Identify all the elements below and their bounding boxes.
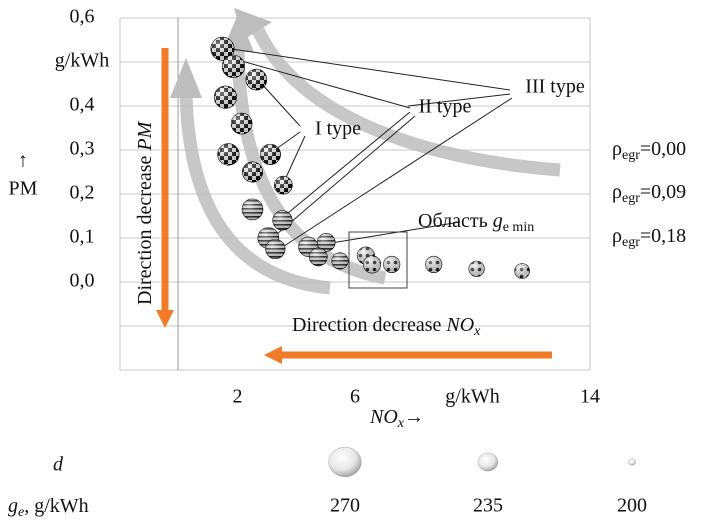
size-legend-sphere: [328, 446, 362, 478]
x-tick-label: g/kWh: [445, 386, 499, 408]
bubble-shade: [241, 198, 263, 220]
orange-arrows: [156, 48, 552, 364]
text-part: Область: [418, 210, 493, 232]
annotation: II type: [419, 96, 472, 118]
size-legend-sphere: [628, 458, 636, 466]
legend-entry: ρegr=0,00: [612, 138, 686, 164]
annotation: I type: [315, 118, 361, 140]
y-tick-label: 0,4: [70, 94, 95, 116]
bubble-shade: [214, 85, 237, 109]
gray-arrowhead: [234, 8, 272, 40]
bubble-shade: [265, 239, 286, 259]
leader: [277, 97, 513, 251]
x-tick-label: 14: [580, 386, 600, 408]
orange-arrowhead: [156, 310, 174, 328]
text-part: , g/kWh: [24, 495, 88, 517]
annotation: Область ge min: [418, 210, 534, 236]
gray-arrowhead: [170, 58, 202, 98]
bubble-shade: [383, 256, 400, 273]
leader: [259, 81, 301, 127]
text-part: egr: [622, 191, 640, 206]
bubble-shade: [222, 55, 245, 78]
text-part: =0,09: [640, 181, 686, 203]
size-legend-value: 235: [473, 495, 503, 517]
leader: [407, 93, 511, 107]
size-legend-value: 270: [330, 495, 360, 517]
y-tick-label: g/kWh: [55, 50, 109, 72]
text-part: NO: [445, 314, 474, 336]
bubble-shade: [217, 143, 240, 166]
text-part: e min: [503, 220, 535, 235]
legend-entry: ρegr=0,18: [612, 225, 686, 251]
bubble-shade: [210, 37, 235, 61]
text-part: NO: [369, 406, 398, 428]
y-tick-label: 0,0: [70, 270, 95, 292]
legend-entry: ρegr=0,09: [612, 181, 686, 207]
leader: [237, 59, 411, 109]
text-part: g: [493, 210, 503, 232]
y-tick-label: 0,6: [70, 6, 95, 28]
text-part: ρ: [612, 181, 622, 203]
labels: ↑ PM I type II type III type d: [9, 76, 585, 476]
text-part: Direction decrease: [292, 314, 446, 336]
gray-arrow: [252, 27, 561, 177]
size-legend-sphere: [477, 452, 499, 472]
bubble-shade: [242, 161, 263, 183]
text-part: x: [473, 324, 481, 339]
bubble-shade: [272, 210, 293, 231]
y-tick-label: 0,1: [70, 226, 95, 248]
y-label: PM: [9, 178, 38, 200]
bubble-shade: [309, 247, 328, 266]
leader: [281, 111, 411, 219]
leader-lines: [224, 47, 513, 289]
gray-arrow: [179, 94, 331, 295]
text-part: ρ: [612, 225, 622, 247]
size-legend-d: d: [53, 454, 64, 476]
text-part: →: [404, 406, 424, 428]
text-part: x: [397, 416, 405, 431]
leader: [269, 115, 416, 241]
bubble-shade: [260, 144, 281, 165]
text-part: egr: [622, 148, 640, 163]
x-label: NOx→: [369, 406, 424, 432]
bubble-shade: [514, 263, 530, 279]
x-tick-label: 6: [350, 386, 360, 408]
bubble-shade: [274, 176, 293, 195]
arrows: [170, 8, 561, 295]
bubble-shade: [245, 69, 267, 91]
text-part: egr: [622, 235, 640, 250]
text-part: PM: [134, 120, 156, 151]
text-part: g: [8, 495, 18, 517]
plot-frame: [119, 18, 591, 370]
bubble-shade: [363, 255, 381, 274]
bubble-shade: [468, 261, 485, 277]
annotation: III type: [525, 76, 585, 98]
y-tick-label: 0,3: [70, 138, 95, 160]
text-part: =0,18: [640, 225, 686, 247]
leader: [324, 221, 461, 245]
region-box: [348, 231, 408, 289]
bubble-shade: [317, 233, 336, 252]
y-tick-label: 0,2: [70, 182, 95, 204]
leader: [224, 47, 511, 91]
y-label-arrow: ↑: [18, 150, 28, 172]
text-part: =0,00: [640, 138, 686, 160]
annotation: Direction decrease NOx: [292, 314, 481, 340]
text-part: ρ: [612, 138, 622, 160]
x-tick-label: 2: [233, 386, 243, 408]
size-legend-value: 200: [617, 495, 647, 517]
size-legend-label: ge, g/kWh: [8, 495, 89, 521]
text-part: e: [18, 505, 24, 520]
leader: [282, 135, 306, 185]
text-part: Direction decrease: [134, 151, 156, 305]
bubble-shade: [231, 113, 253, 135]
orange-arrowhead: [264, 346, 282, 364]
bubble-shade: [425, 256, 442, 273]
annotation: Direction decrease PM: [134, 120, 156, 305]
bubble-shade: [331, 252, 349, 270]
